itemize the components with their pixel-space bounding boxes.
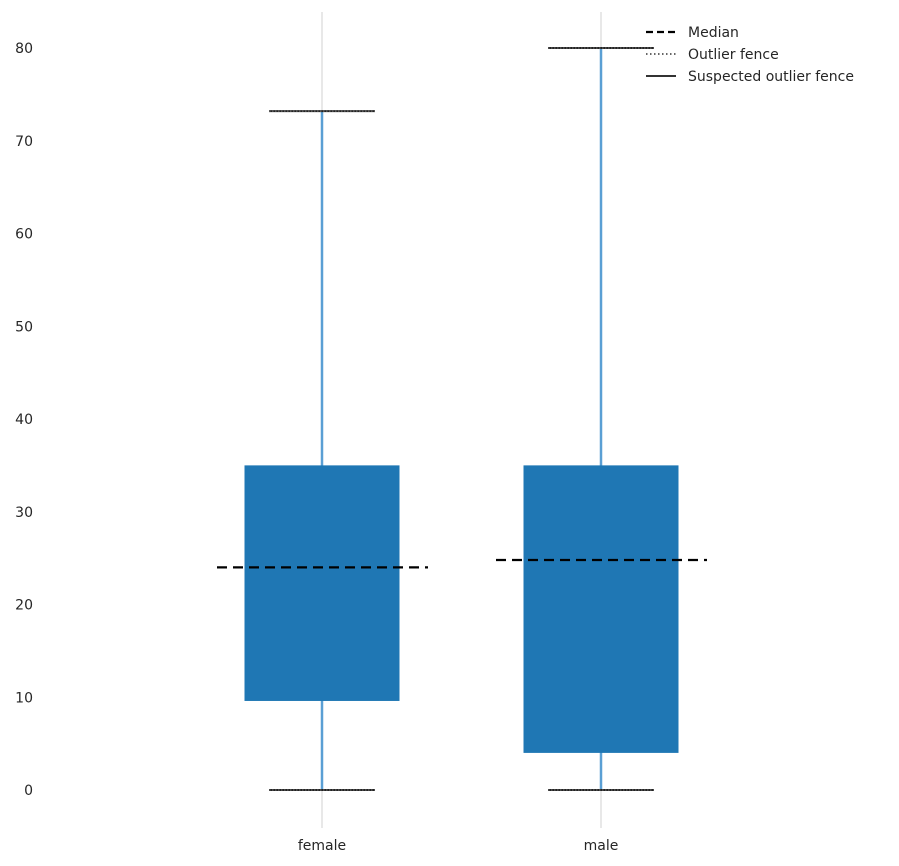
y-tick-label: 50 <box>15 319 33 335</box>
y-tick-label: 30 <box>15 505 33 521</box>
legend-median-label: Median <box>688 25 739 41</box>
x-tick-label: female <box>298 838 346 854</box>
box-male <box>496 47 707 791</box>
y-tick-label: 0 <box>24 783 33 799</box>
y-axis-ticks: 0 10 20 30 40 50 60 70 80 <box>15 41 33 799</box>
y-tick-label: 10 <box>15 690 33 706</box>
y-tick-label: 60 <box>15 227 33 243</box>
legend-suspected-fence-label: Suspected outlier fence <box>688 69 854 85</box>
y-tick-label: 70 <box>15 134 33 150</box>
y-tick-label: 80 <box>15 41 33 57</box>
boxes <box>217 47 707 791</box>
legend: Median Outlier fence Suspected outlier f… <box>646 25 854 85</box>
x-tick-label: male <box>584 838 619 854</box>
x-axis-ticks: female male <box>298 838 619 854</box>
box-female <box>217 110 428 791</box>
legend-outlier-fence-label: Outlier fence <box>688 47 779 63</box>
y-tick-label: 20 <box>15 598 33 614</box>
iqr-box <box>244 465 400 701</box>
y-tick-label: 40 <box>15 412 33 428</box>
iqr-box <box>523 465 679 753</box>
